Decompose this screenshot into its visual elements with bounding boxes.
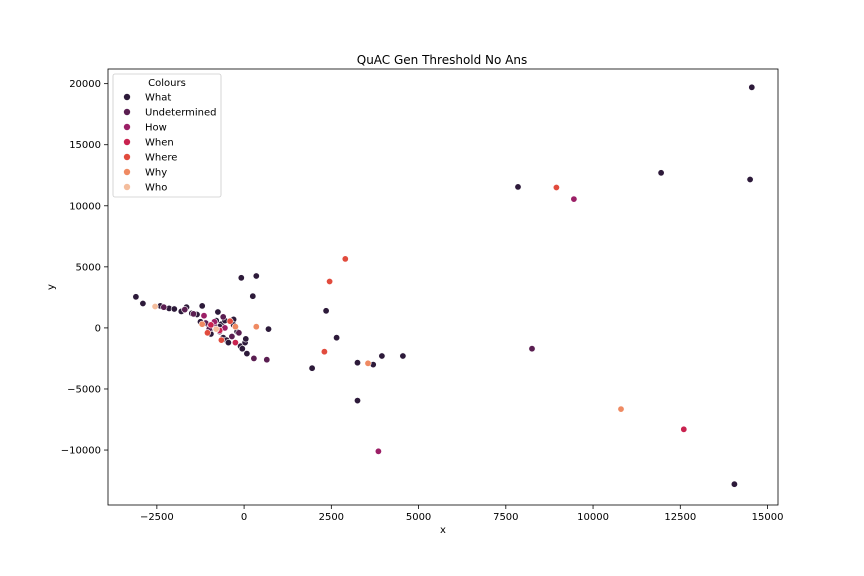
- data-point-undetermined-1: [181, 306, 189, 314]
- data-point-what-43: [308, 364, 316, 372]
- legend-marker-undetermined: [123, 108, 131, 116]
- legend-marker-where: [123, 153, 131, 161]
- data-point-undetermined-7: [235, 329, 243, 337]
- legend: Colours WhatUndeterminedHowWhenWhereWhyW…: [112, 73, 222, 198]
- data-point-what-8: [170, 305, 178, 313]
- data-point-what-5: [139, 299, 147, 307]
- chart-title: QuAC Gen Threshold No Ans: [357, 53, 528, 67]
- data-point-what-1: [657, 169, 665, 177]
- data-point-what-33: [249, 292, 257, 300]
- y-tick-label: 5000: [76, 262, 101, 273]
- data-point-when-1: [207, 321, 215, 329]
- legend-label-undetermined: Undetermined: [145, 108, 217, 119]
- data-point-undetermined-2: [190, 310, 198, 318]
- y-tick-label: −5000: [67, 384, 101, 395]
- data-point-who-0: [151, 302, 159, 310]
- legend-box: [112, 73, 222, 198]
- legend-items: What Undetermined How When Where Why Who: [123, 93, 217, 194]
- points-layer: [132, 83, 756, 488]
- data-point-why-0: [617, 405, 625, 413]
- data-point-why-4: [231, 323, 239, 331]
- data-point-undetermined-9: [263, 356, 271, 364]
- data-point-what-41: [399, 352, 407, 360]
- data-point-what-14: [198, 302, 206, 310]
- data-point-where-3: [320, 348, 328, 356]
- data-point-what-4: [132, 293, 140, 301]
- data-point-where-2: [326, 277, 334, 285]
- data-point-undetermined-8: [250, 354, 258, 362]
- data-point-what-42: [353, 397, 361, 405]
- data-point-what-32: [237, 274, 245, 282]
- data-point-why-3: [198, 320, 206, 328]
- data-point-undetermined-10: [528, 345, 536, 353]
- data-point-how-2: [200, 312, 208, 320]
- legend-marker-how: [123, 123, 131, 131]
- data-point-what-24: [224, 339, 232, 347]
- data-point-undetermined-12: [219, 313, 227, 321]
- legend-label-when: When: [145, 138, 174, 149]
- x-tick-label: 7500: [493, 512, 518, 523]
- legend-label-who: Who: [145, 183, 167, 194]
- legend-label-how: How: [145, 123, 167, 134]
- data-point-when-0: [680, 425, 688, 433]
- x-axis-ticks: −2500 0 2500 5000 7500 10000 12500 15000: [140, 505, 783, 523]
- y-tick-label: 0: [95, 323, 101, 334]
- data-point-how-0: [570, 195, 578, 203]
- x-axis-label: x: [440, 525, 446, 536]
- x-tick-label: 10000: [577, 512, 609, 523]
- y-tick-label: 20000: [69, 79, 101, 90]
- x-tick-label: −2500: [140, 512, 174, 523]
- legend-marker-who: [123, 183, 131, 191]
- data-point-what-2: [746, 176, 754, 184]
- data-point-what-44: [730, 480, 738, 488]
- x-tick-label: 12500: [664, 512, 696, 523]
- data-point-what-38: [353, 359, 361, 367]
- x-tick-label: 0: [241, 512, 247, 523]
- y-tick-label: 15000: [69, 140, 101, 151]
- y-axis-ticks: −10000 −5000 0 5000 10000 15000 20000: [61, 79, 108, 457]
- data-point-what-31: [242, 335, 250, 343]
- plot-frame: [107, 68, 779, 506]
- x-tick-label: 5000: [406, 512, 431, 523]
- legend-marker-when: [123, 138, 131, 146]
- data-point-where-1: [341, 255, 349, 263]
- data-point-why-2: [252, 323, 260, 331]
- legend-marker-why: [123, 168, 131, 176]
- data-point-what-30: [243, 350, 251, 358]
- data-point-why-1: [364, 359, 372, 367]
- data-point-undetermined-0: [160, 303, 168, 311]
- data-point-what-28: [238, 345, 246, 353]
- legend-title: Colours: [148, 78, 186, 89]
- x-tick-label: 2500: [319, 512, 344, 523]
- data-point-what-35: [264, 325, 272, 333]
- y-tick-label: 10000: [69, 201, 101, 212]
- data-point-what-36: [322, 307, 330, 315]
- legend-label-what: What: [145, 93, 171, 104]
- data-point-where-5: [204, 329, 212, 337]
- data-point-who-1: [212, 325, 220, 333]
- data-point-how-1: [374, 447, 382, 455]
- y-axis-label: y: [46, 284, 57, 290]
- legend-label-why: Why: [145, 168, 167, 179]
- data-point-what-19: [214, 308, 222, 316]
- y-tick-label: −10000: [61, 446, 101, 457]
- data-point-where-4: [217, 336, 225, 344]
- data-point-what-0: [748, 83, 756, 91]
- data-point-what-34: [252, 272, 260, 280]
- data-point-when-3: [231, 339, 239, 347]
- data-point-where-0: [552, 184, 560, 192]
- data-point-where-6: [226, 317, 234, 325]
- x-tick-label: 15000: [752, 512, 784, 523]
- data-point-what-3: [514, 183, 522, 191]
- legend-marker-what: [123, 93, 131, 101]
- legend-label-where: Where: [145, 153, 177, 164]
- data-point-undetermined-6: [228, 332, 236, 340]
- data-point-what-40: [378, 352, 386, 360]
- data-point-what-37: [333, 334, 341, 342]
